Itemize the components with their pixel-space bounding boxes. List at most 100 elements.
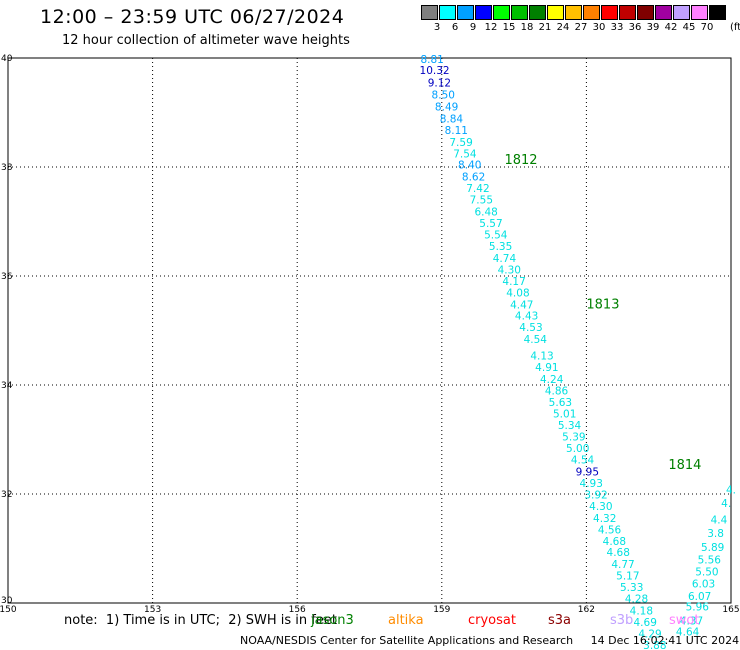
legend-label: 27 [574,22,588,33]
wave-height-value: 4.86 [545,385,569,397]
wave-height-value: 4.18 [630,606,653,618]
wave-height-value: 4.32 [593,513,616,525]
wave-height-value: 5.01 [553,408,576,420]
lat-tick-label: 34 [1,381,13,391]
wave-height-value: 4.68 [607,547,630,559]
lat-tick-label: 30 [1,596,13,606]
wave-height-value: 4.54 [524,334,548,346]
wave-height-value: 8.49 [435,101,458,113]
wave-height-value: 5.63 [549,397,572,409]
track-label: 1813 [586,297,619,312]
wave-height-value: 4.93 [580,478,603,490]
wave-height-value: 4.28 [625,594,648,606]
wave-height-value: 5.35 [489,241,512,253]
wave-height-value: 4.4 [711,515,728,527]
credit-line: NOAA/NESDIS Center for Satellite Applica… [240,634,740,647]
legend-label: 9 [469,22,477,33]
lon-tick-label: 165 [722,605,739,615]
wave-height-value: 5.96 [686,602,710,614]
legend-swatch [565,5,582,20]
lon-tick-label: 159 [433,605,450,615]
footer-note: note: 1) Time is in UTC; 2) SWH is in fe… [64,613,337,628]
mission-label: s3a [548,613,572,628]
legend-label: 18 [520,22,534,33]
legend-unit: (ft) [730,22,740,33]
wave-height-value: 4.37 [680,615,703,627]
wave-height-value: 8.50 [432,89,455,101]
wave-height-value: 7.54 [453,148,477,160]
lon-tick-label: 150 [0,605,17,615]
lat-tick-label: 32 [1,490,12,500]
wave-height-value: 6.07 [688,591,711,603]
wave-height-value: 4.24 [540,374,564,386]
wave-height-value: 4.69 [634,617,657,629]
legend-swatch [601,5,618,20]
wave-height-value: 6.48 [474,207,497,219]
lon-tick-label: 156 [289,605,306,615]
wave-height-value: 9.95 [576,467,599,479]
wave-height-value: 9.12 [428,77,451,89]
legend-swatch [691,5,708,20]
wave-height-value: 4.47 [510,299,533,311]
legend-label: 6 [451,22,459,33]
legend-label: 70 [700,22,714,33]
wave-height-value: 8.84 [440,113,464,125]
legend-swatch [709,5,726,20]
legend-swatch [511,5,528,20]
wave-height-value: 5.89 [701,542,724,554]
wave-height-value: 4.17 [502,276,525,288]
wave-height-value: 4.56 [598,524,622,536]
lat-tick-label: 40 [1,54,13,64]
mission-label: jason3 [311,613,354,628]
wave-height-value: 4.43 [515,311,538,323]
legend-swatch [637,5,654,20]
wave-height-value: 5.54 [484,229,508,241]
map-subtitle: 12 hour collection of altimeter wave hei… [62,33,350,48]
legend-label: 24 [556,22,570,33]
lon-tick-label: 153 [144,605,161,615]
lon-tick-label: 162 [578,605,595,615]
lat-tick-label: 38 [1,163,13,173]
legend-swatch [457,5,474,20]
legend-swatch [619,5,636,20]
legend-label: 21 [538,22,552,33]
map-frame [7,57,732,604]
legend-swatch [475,5,492,20]
wave-height-value: 4.74 [493,253,517,265]
wave-height-value: 7.42 [466,183,489,195]
wave-height-value: 4. [721,498,731,510]
wave-height-value: 7.59 [449,137,472,149]
wave-height-value: 4.30 [589,501,612,513]
wave-height-value: 8.62 [462,172,485,184]
wave-height-value: 4.77 [611,559,634,571]
wave-height-value: 5.17 [616,571,639,583]
wave-height-value: 4.64 [676,626,700,638]
wave-height-value: 5.39 [562,432,585,444]
legend-swatch [493,5,510,20]
mission-label: cryosat [468,613,516,628]
mission-label: swot [669,613,700,628]
mission-label: altika [388,613,424,628]
legend-swatch [529,5,546,20]
wave-height-value: 5.50 [695,566,718,578]
legend-swatch [547,5,564,20]
wave-height-value: 8.81 [420,54,443,66]
legend-swatch [583,5,600,20]
wave-height-value: 5.33 [620,582,643,594]
wave-height-value: 7.55 [470,195,493,207]
legend-swatch [655,5,672,20]
legend-label: 3 [433,22,441,33]
wave-height-value: 4.53 [519,322,542,334]
legend-label: 12 [484,22,498,33]
wave-height-value: 4.29 [638,628,661,640]
legend-label: 36 [628,22,642,33]
legend-swatch [421,5,438,20]
wave-height-value: 5.57 [479,218,502,230]
legend-label: 15 [502,22,516,33]
wave-height-value: 8.11 [445,125,468,137]
lat-tick-label: 36 [1,272,13,282]
legend-label: 39 [646,22,660,33]
mission-label: s3b [610,613,634,628]
wave-height-value: 5.56 [698,554,722,566]
legend-swatch [673,5,690,20]
